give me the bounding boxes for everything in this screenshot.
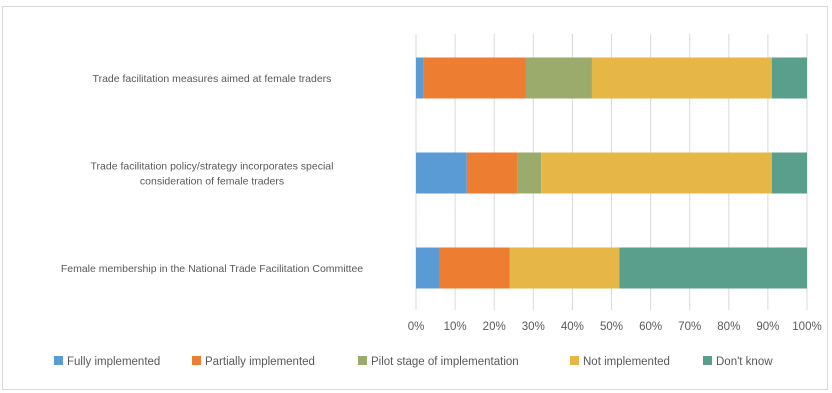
x-tick-label: 20% xyxy=(483,321,506,333)
category-labels: Trade facilitation measures aimed at fem… xyxy=(61,73,363,275)
bar-segment xyxy=(591,57,772,99)
legend: Fully implemented Partially implemented Pi… xyxy=(54,356,773,368)
bar-segments xyxy=(416,57,807,289)
legend-swatch xyxy=(703,356,712,365)
legend-label: Don't know xyxy=(716,356,773,368)
x-tick-label: 10% xyxy=(444,321,467,333)
category-label: Trade facilitation measures aimed at fem… xyxy=(93,73,332,85)
bar-segment xyxy=(619,247,807,289)
x-tick-label: 40% xyxy=(561,321,584,333)
bar-segment xyxy=(525,57,592,99)
bar-segment xyxy=(466,152,518,194)
x-tick-label: 50% xyxy=(600,321,623,333)
bar-segment xyxy=(416,247,440,289)
category-label: Trade facilitation policy/strategy incor… xyxy=(91,161,334,188)
x-tick-label: 90% xyxy=(756,321,779,333)
x-tick-label: 60% xyxy=(639,321,662,333)
x-tick-label: 80% xyxy=(717,321,740,333)
x-tick-label: 30% xyxy=(522,321,545,333)
bar-segment xyxy=(439,247,510,289)
bar-segment xyxy=(771,57,807,99)
legend-label: Not implemented xyxy=(583,356,670,368)
x-axis-tick-labels: 0% 10% 20% 30% 40% 50% 60% 70% 80% 90% 100% xyxy=(408,321,822,333)
bar-segment xyxy=(416,152,467,194)
legend-swatch xyxy=(54,356,63,365)
bar-segment xyxy=(423,57,526,99)
bar-segment xyxy=(771,152,807,194)
category-label: Female membership in the National Trade … xyxy=(61,263,363,275)
legend-label: Pilot stage of implementation xyxy=(371,356,519,368)
legend-swatch xyxy=(570,356,579,365)
bar-segment xyxy=(416,57,424,99)
bar-segment xyxy=(509,247,620,289)
x-tick-label: 100% xyxy=(792,321,821,333)
legend-label: Partially implemented xyxy=(205,356,315,368)
legend-swatch xyxy=(358,356,367,365)
legend-label: Fully implemented xyxy=(67,356,160,368)
x-tick-label: 0% xyxy=(408,321,425,333)
bar-segment xyxy=(541,152,772,194)
legend-swatch xyxy=(192,356,201,365)
x-tick-label: 70% xyxy=(678,321,701,333)
bar-segment xyxy=(517,152,542,194)
